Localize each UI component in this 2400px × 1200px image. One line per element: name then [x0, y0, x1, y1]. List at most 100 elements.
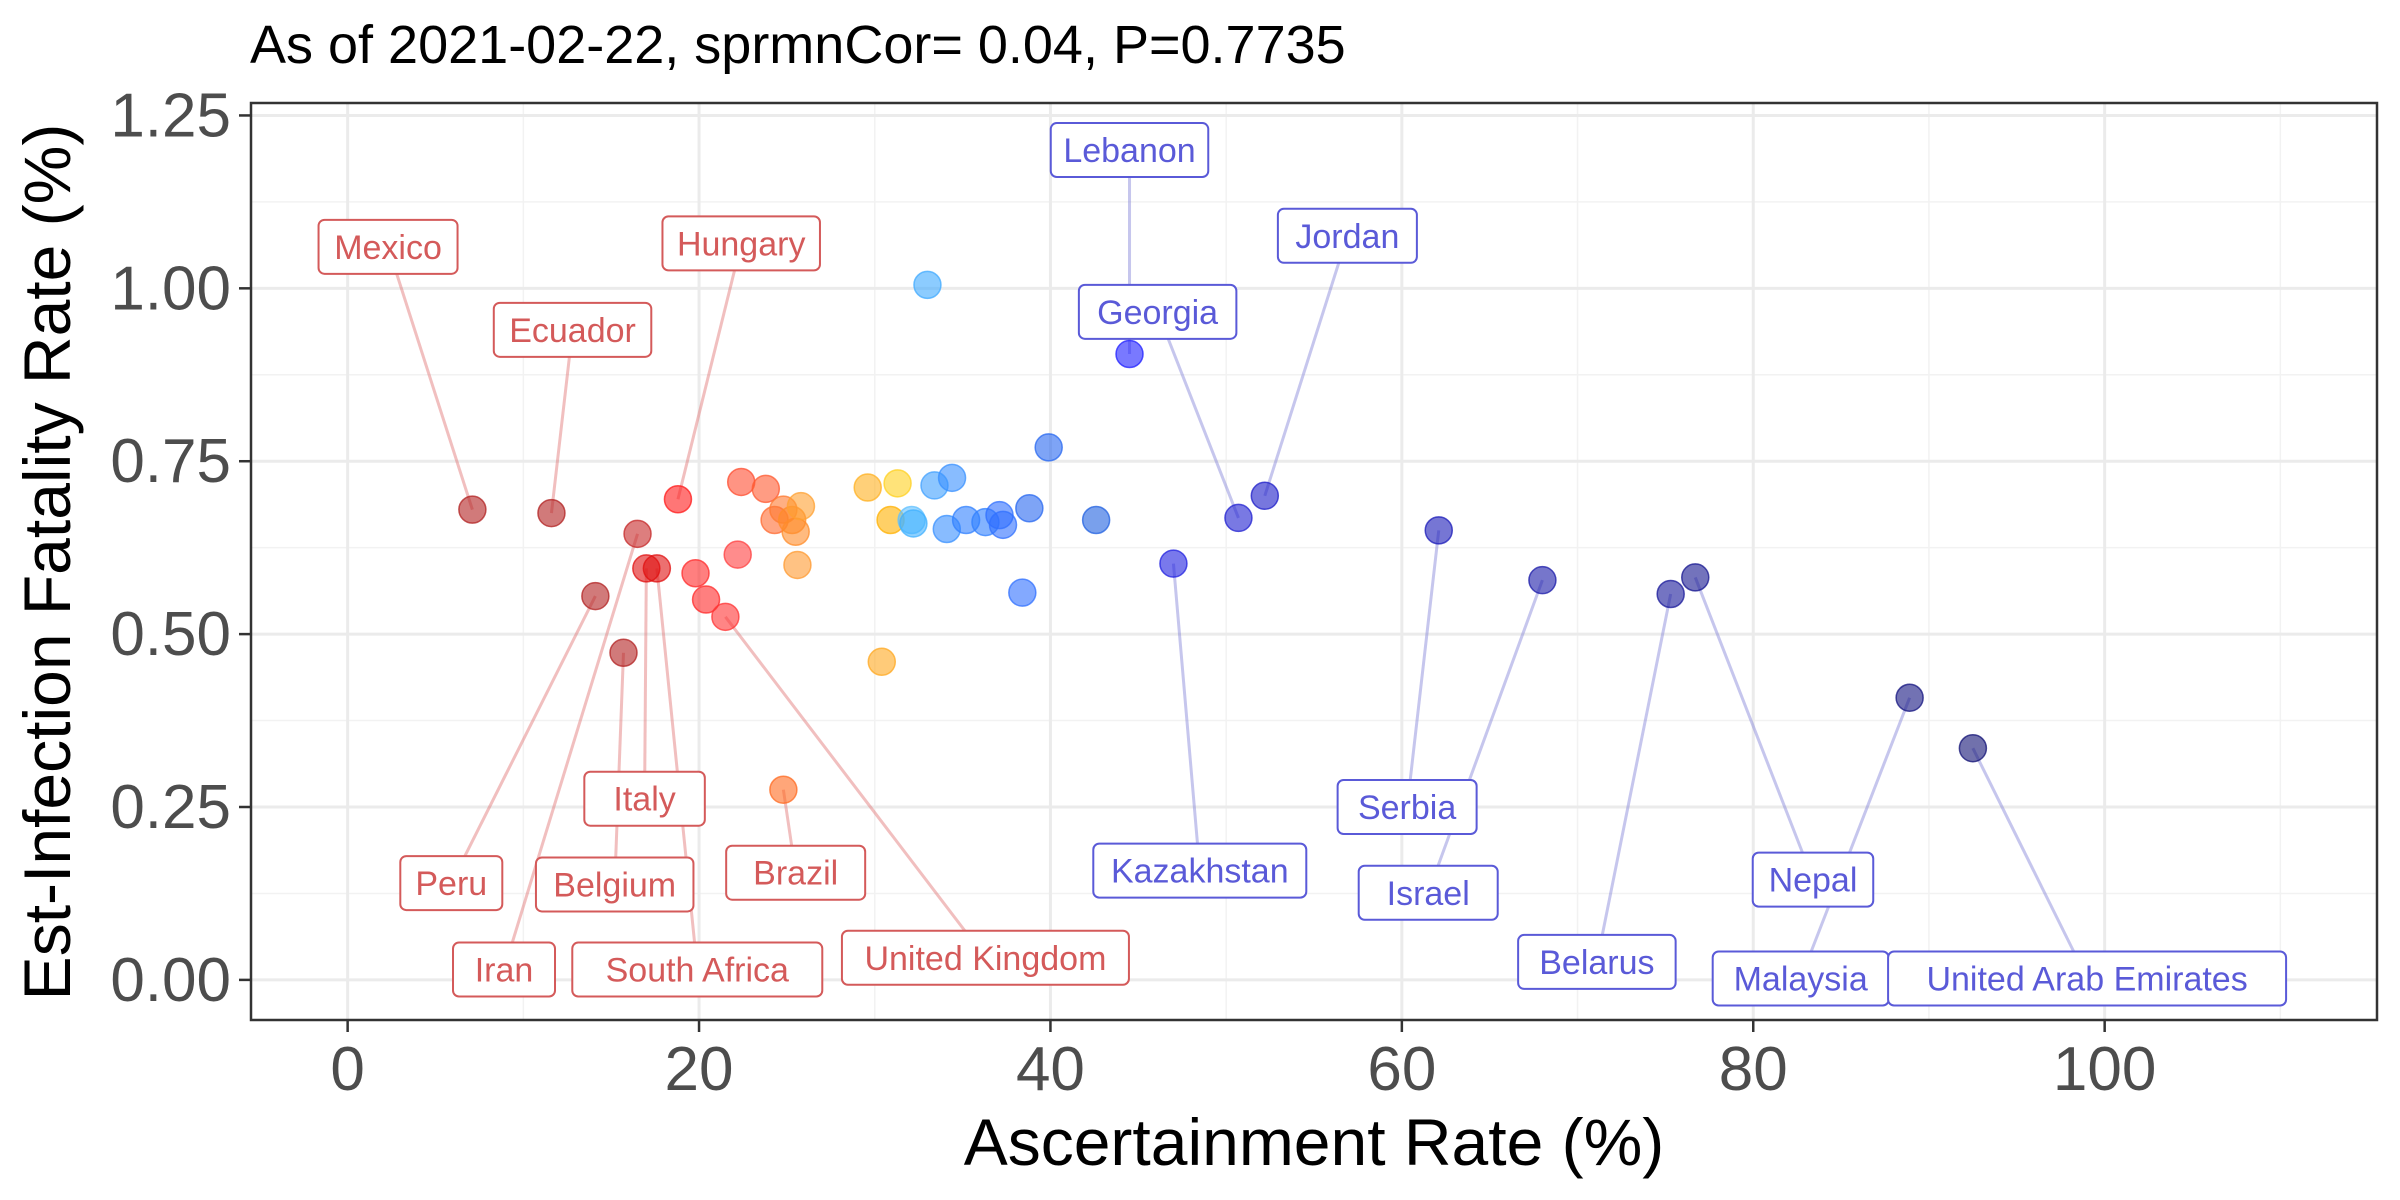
label-text: United Kingdom: [864, 940, 1106, 978]
data-point: [723, 540, 752, 569]
label-connector: [643, 568, 648, 799]
label-connector: [1693, 576, 1815, 881]
point-label: Lebanon: [1049, 122, 1210, 179]
y-axis-title: Est-Infection Fatality Rate (%): [10, 124, 84, 1001]
label-connector: [549, 329, 575, 514]
data-point: [1034, 433, 1063, 462]
label-text: Italy: [613, 781, 675, 819]
point-label: Peru: [399, 855, 504, 912]
label-box: [317, 218, 459, 275]
point-label: Malaysia: [1711, 950, 1890, 1007]
label-text: Serbia: [1358, 789, 1456, 827]
label-connector: [449, 595, 597, 884]
label-text: South Africa: [606, 952, 789, 990]
data-point: [781, 517, 810, 547]
grid: [251, 103, 2377, 1020]
data-point: [899, 509, 928, 538]
label-box: [452, 941, 557, 998]
label-box: [1049, 122, 1210, 179]
label-box: [840, 929, 1130, 986]
label-connector: [676, 243, 743, 500]
label-text: Malaysia: [1734, 961, 1868, 999]
data-point: [1081, 505, 1111, 535]
y-tick-label: 1.00: [110, 254, 231, 323]
data-point: [537, 498, 566, 528]
x-axis-title: Ascertainment Rate (%): [964, 1105, 1665, 1179]
y-axis-ticks: 0.00 0.25 0.50 0.75 1.00 1.25: [110, 81, 251, 1015]
label-connector: [502, 533, 639, 970]
data-point: [681, 559, 710, 588]
y-tick-label: 0.75: [110, 427, 231, 496]
y-tick-label: 0.25: [110, 773, 231, 842]
label-box: [1751, 851, 1875, 908]
data-point: [883, 469, 912, 498]
x-tick-label: 100: [2053, 1035, 2156, 1104]
point-label: Brazil: [725, 844, 867, 901]
data-point: [691, 585, 721, 614]
label-box: [1336, 779, 1478, 836]
label-connector: [1971, 747, 2089, 980]
label-box: [1276, 207, 1418, 264]
data-point: [913, 270, 942, 300]
point-label: United Kingdom: [840, 929, 1130, 986]
data-point: [1656, 579, 1685, 609]
y-tick-label: 0.50: [110, 600, 231, 669]
point-label: Serbia: [1336, 779, 1478, 836]
label-text: Belarus: [1539, 944, 1654, 982]
label-text: Mexico: [334, 229, 442, 267]
data-point: [1224, 503, 1253, 533]
label-connector: [1426, 579, 1544, 894]
data-point: [853, 473, 882, 502]
label-text: United Arab Emirates: [1926, 961, 2247, 999]
label-text: Ecuador: [509, 312, 636, 350]
label-text: Belgium: [553, 866, 676, 904]
data-point: [1681, 563, 1710, 592]
point-label: Kazakhstan: [1092, 842, 1308, 899]
data-point: [609, 638, 638, 668]
point-label: Israel: [1357, 864, 1499, 921]
x-tick-label: 0: [330, 1035, 364, 1104]
data-point: [1159, 549, 1188, 578]
label-text: Jordan: [1295, 218, 1399, 256]
data-point: [726, 467, 756, 497]
label-connector: [1405, 530, 1441, 808]
data-point: [581, 581, 610, 611]
x-tick-label: 60: [1367, 1035, 1436, 1104]
label-connector: [613, 652, 625, 885]
label-text: Iran: [475, 952, 534, 990]
data-point: [458, 495, 487, 524]
data-point: [783, 550, 812, 580]
data-point: [711, 602, 740, 632]
label-text: Lebanon: [1063, 132, 1195, 170]
label-box: [1887, 950, 2288, 1007]
label-box: [661, 215, 821, 272]
label-text: Nepal: [1769, 862, 1858, 900]
point-label: Italy: [583, 770, 706, 827]
data-point: [786, 491, 816, 521]
data-point: [1008, 578, 1037, 607]
chart-title: As of 2021-02-22, sprmnCor= 0.04, P=0.77…: [250, 15, 1346, 75]
point-label: Iran: [452, 941, 557, 998]
data-point: [1895, 683, 1924, 712]
data-point: [1424, 516, 1453, 545]
point-label: Jordan: [1276, 207, 1418, 264]
data-point: [1015, 494, 1044, 523]
data-point: [867, 647, 897, 677]
label-text: Peru: [415, 865, 487, 903]
label-box: [1357, 864, 1499, 921]
point-label: Belarus: [1517, 933, 1677, 990]
point-labels: Mexico Ecuador Peru Belgium Iran Italy South A…: [317, 122, 2288, 1007]
data-point: [1958, 733, 1988, 763]
label-text: Hungary: [677, 225, 806, 263]
label-text: Israel: [1387, 875, 1470, 913]
label-connector: [1156, 311, 1240, 519]
label-box: [1092, 842, 1308, 899]
point-label: Hungary: [661, 215, 821, 272]
data-point: [937, 463, 967, 493]
label-box: [1517, 933, 1677, 990]
data-points: [458, 270, 1988, 804]
label-connector: [1799, 697, 1912, 980]
x-tick-label: 20: [665, 1035, 734, 1104]
label-box: [583, 770, 706, 827]
